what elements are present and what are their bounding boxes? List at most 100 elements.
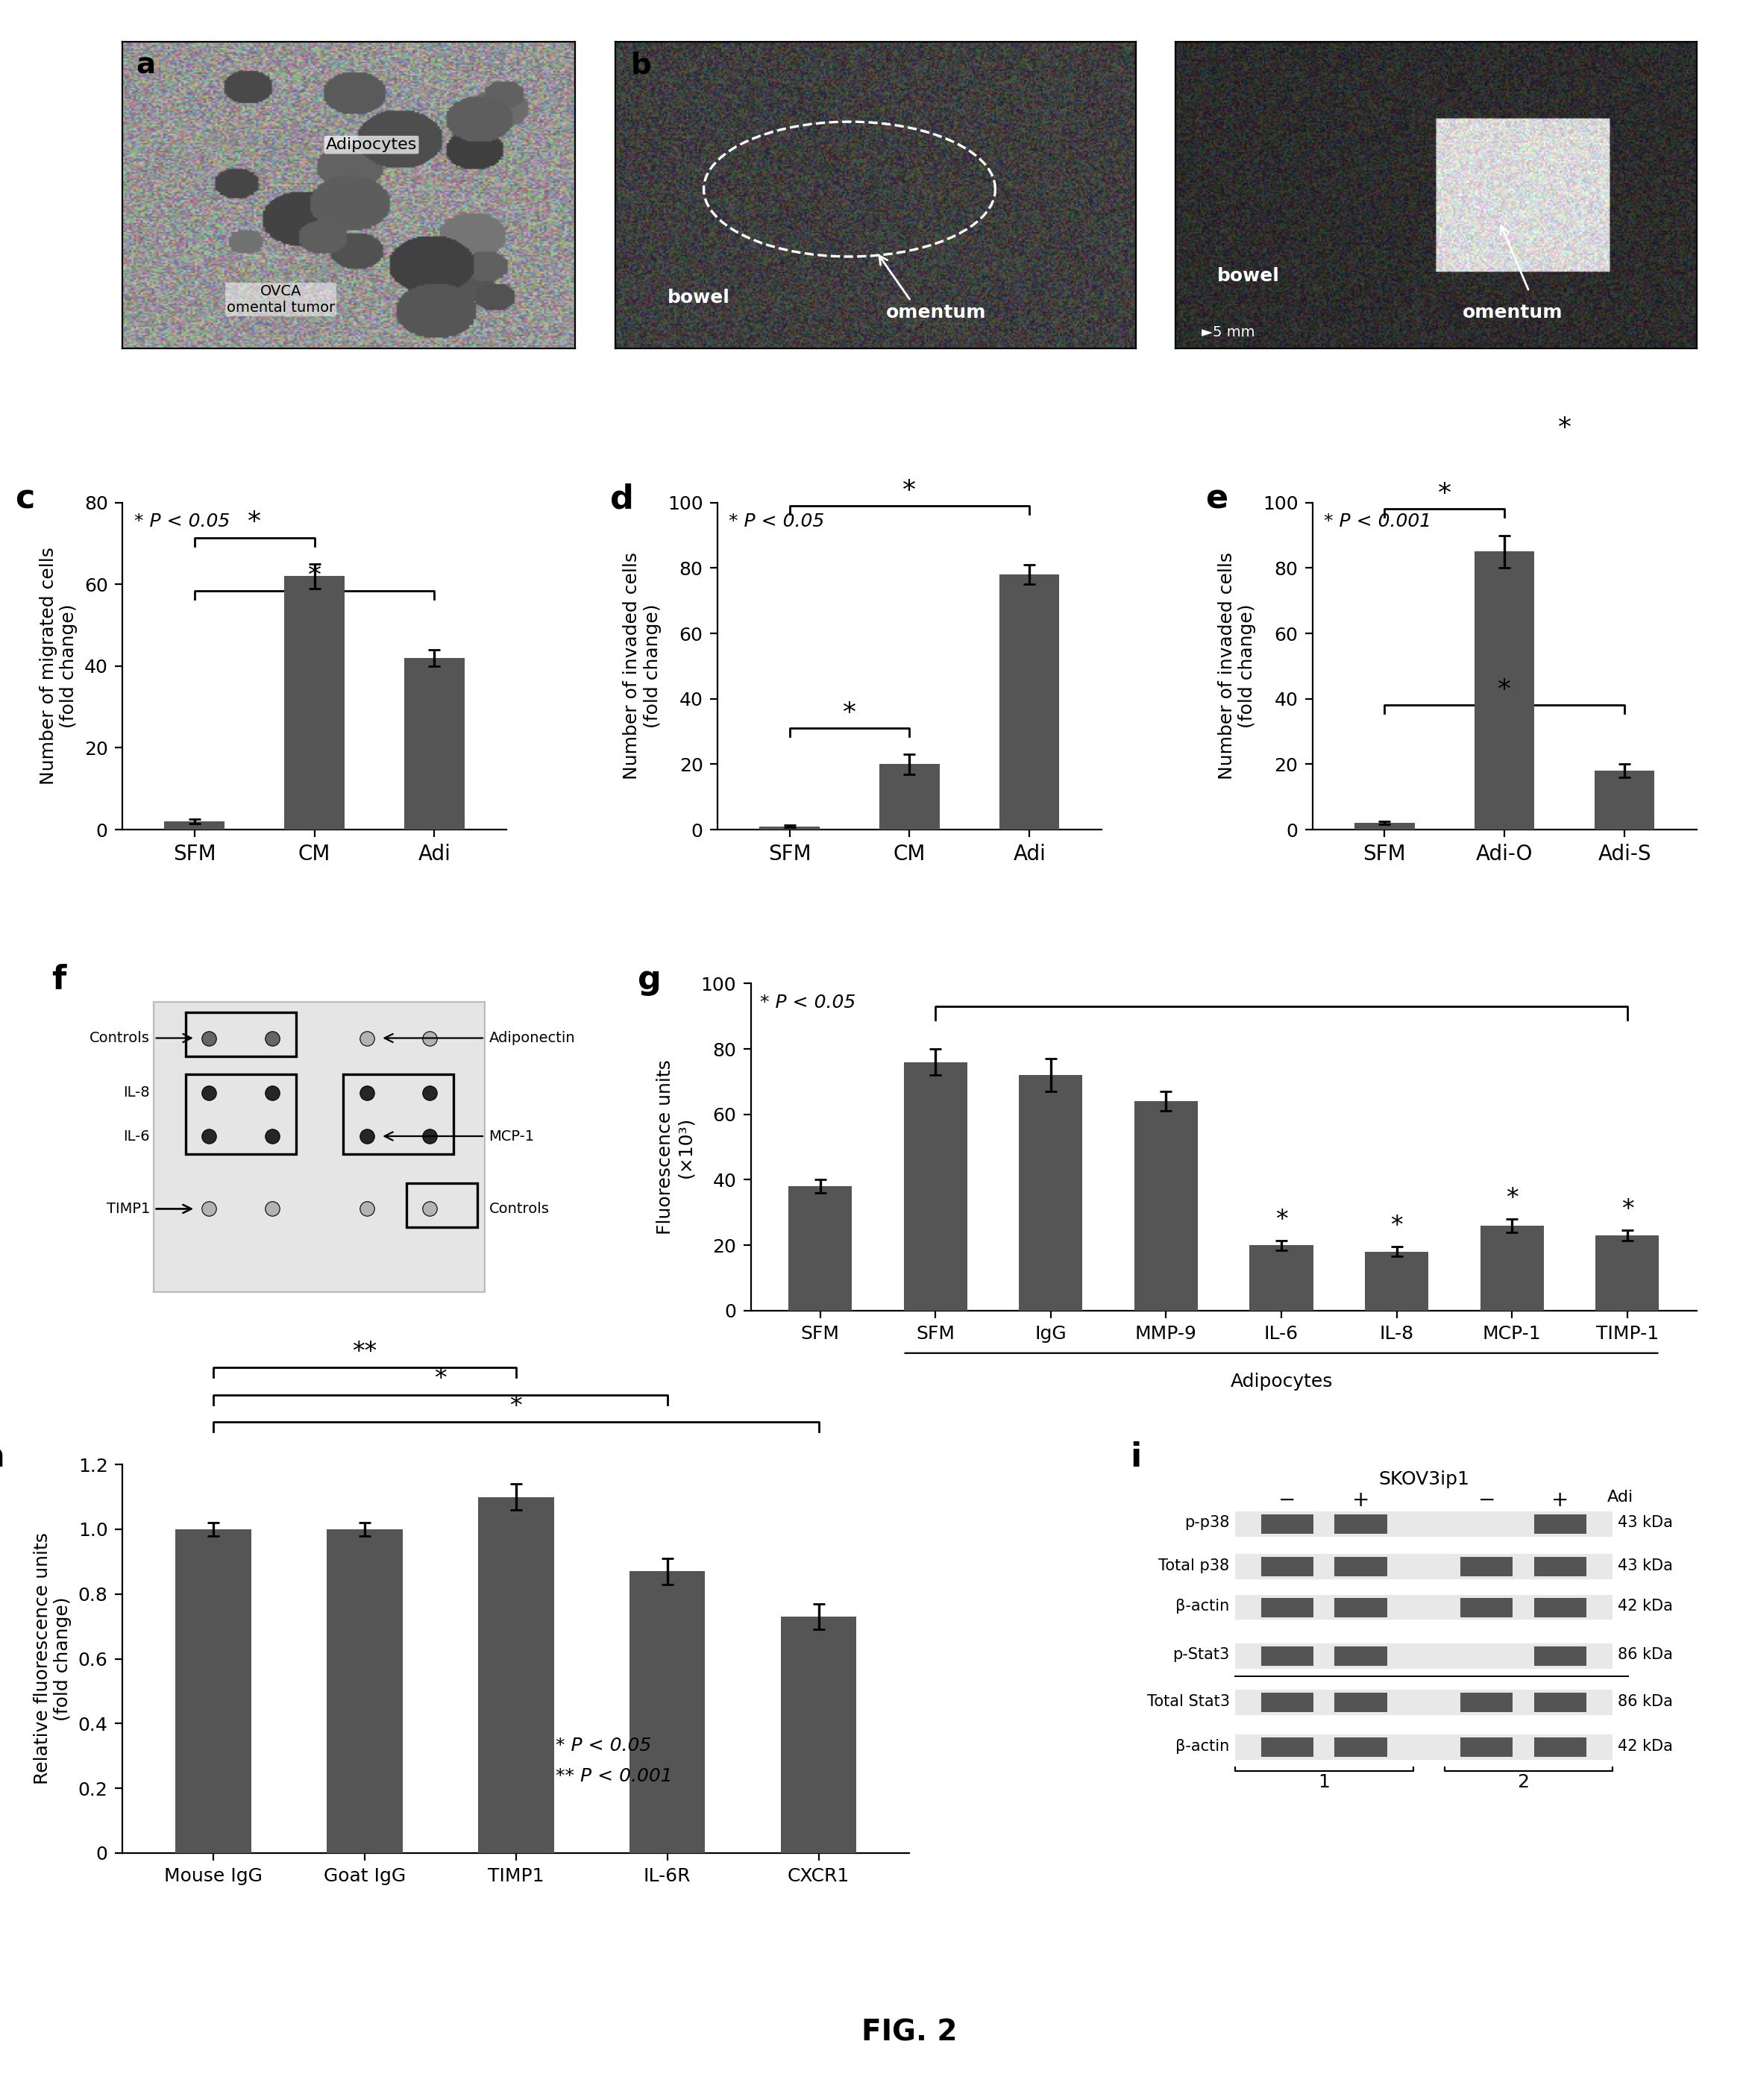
- Text: 86 kDa: 86 kDa: [1618, 1646, 1674, 1663]
- Bar: [1235, 1642, 1613, 1670]
- Text: c: c: [16, 483, 35, 514]
- Bar: [1460, 1556, 1513, 1577]
- Text: i: i: [1130, 1441, 1142, 1474]
- Bar: [404, 657, 465, 830]
- Text: *: *: [1558, 416, 1571, 441]
- Bar: [1235, 1554, 1613, 1579]
- Bar: [285, 575, 345, 830]
- Bar: [1460, 1737, 1513, 1758]
- Bar: [904, 1063, 967, 1310]
- Text: Controls: Controls: [89, 1031, 150, 1046]
- Y-axis label: Fluorescence units
(×10³): Fluorescence units (×10³): [656, 1060, 694, 1235]
- Y-axis label: Number of invaded cells
(fold change): Number of invaded cells (fold change): [623, 552, 661, 779]
- Bar: [1334, 1514, 1387, 1533]
- Text: h: h: [0, 1441, 5, 1474]
- Bar: [343, 1075, 453, 1155]
- Bar: [1595, 771, 1655, 830]
- Bar: [759, 825, 820, 830]
- Text: * P < 0.05: * P < 0.05: [135, 512, 229, 531]
- Text: omentum: omentum: [1462, 304, 1562, 321]
- Bar: [1364, 1252, 1429, 1310]
- Text: 43 kDa: 43 kDa: [1618, 1516, 1674, 1531]
- Text: *: *: [509, 1394, 523, 1420]
- Bar: [477, 1497, 554, 1852]
- Text: * P < 0.05: * P < 0.05: [556, 1737, 651, 1753]
- Text: a: a: [136, 50, 156, 80]
- Bar: [1261, 1514, 1313, 1533]
- Bar: [1334, 1646, 1387, 1665]
- Bar: [175, 1529, 252, 1852]
- Text: 2: 2: [1518, 1772, 1529, 1791]
- Text: *: *: [902, 479, 916, 504]
- Text: b: b: [631, 50, 652, 80]
- Text: SKOV3ip1: SKOV3ip1: [1378, 1470, 1469, 1489]
- Bar: [880, 764, 939, 830]
- Text: *: *: [1275, 1207, 1287, 1233]
- Text: +: +: [1352, 1489, 1369, 1510]
- Bar: [1261, 1598, 1313, 1617]
- Text: FIG. 2: FIG. 2: [862, 2018, 957, 2047]
- Bar: [1235, 1594, 1613, 1619]
- Text: 86 kDa: 86 kDa: [1618, 1695, 1674, 1709]
- Text: 1: 1: [1319, 1772, 1329, 1791]
- Text: IL-8: IL-8: [124, 1086, 150, 1100]
- Text: *: *: [1506, 1186, 1518, 1212]
- Text: *: *: [1390, 1214, 1403, 1239]
- Bar: [1480, 1226, 1544, 1310]
- Bar: [1534, 1737, 1586, 1758]
- Bar: [406, 1184, 477, 1226]
- Text: Adi: Adi: [1607, 1489, 1634, 1506]
- Text: *: *: [1438, 481, 1452, 506]
- Text: *: *: [1621, 1197, 1634, 1222]
- Bar: [164, 821, 224, 829]
- Y-axis label: Number of migrated cells
(fold change): Number of migrated cells (fold change): [38, 548, 79, 785]
- Bar: [1534, 1556, 1586, 1577]
- Text: *: *: [248, 510, 261, 536]
- Text: d: d: [610, 483, 633, 514]
- Bar: [1334, 1598, 1387, 1617]
- Text: OVCA
omental tumor: OVCA omental tumor: [227, 284, 336, 315]
- Bar: [1534, 1646, 1586, 1665]
- Text: *: *: [308, 563, 322, 588]
- Text: e: e: [1205, 483, 1228, 514]
- Bar: [1249, 1245, 1313, 1310]
- Bar: [185, 1075, 296, 1155]
- Text: β-actin: β-actin: [1175, 1598, 1230, 1613]
- Text: Adiponectin: Adiponectin: [490, 1031, 575, 1046]
- Bar: [1135, 1100, 1198, 1310]
- Text: −: −: [1279, 1489, 1296, 1510]
- Text: TIMP1: TIMP1: [107, 1201, 150, 1216]
- Bar: [1334, 1693, 1387, 1711]
- Bar: [1235, 1512, 1613, 1537]
- Text: * P < 0.05: * P < 0.05: [761, 993, 855, 1012]
- Text: Controls: Controls: [490, 1201, 549, 1216]
- Bar: [154, 1002, 484, 1291]
- Text: * P < 0.05: * P < 0.05: [729, 512, 826, 531]
- Bar: [1460, 1598, 1513, 1617]
- Text: +: +: [1551, 1489, 1569, 1510]
- Text: omentum: omentum: [887, 304, 986, 321]
- Text: 43 kDa: 43 kDa: [1618, 1558, 1674, 1573]
- Bar: [1235, 1691, 1613, 1716]
- Text: * P < 0.001: * P < 0.001: [1324, 512, 1432, 531]
- Bar: [630, 1571, 705, 1852]
- Bar: [1595, 1235, 1660, 1310]
- Text: *: *: [1497, 678, 1511, 704]
- Text: *: *: [843, 699, 857, 727]
- Text: IL-6: IL-6: [124, 1130, 150, 1142]
- Bar: [1534, 1598, 1586, 1617]
- Text: **: **: [352, 1340, 378, 1365]
- Text: β-actin: β-actin: [1175, 1739, 1230, 1753]
- Bar: [1460, 1693, 1513, 1711]
- Text: f: f: [51, 964, 66, 995]
- Bar: [1534, 1514, 1586, 1533]
- Bar: [999, 575, 1060, 830]
- Bar: [1235, 1735, 1613, 1760]
- Y-axis label: Relative fluorescence units
(fold change): Relative fluorescence units (fold change…: [33, 1533, 72, 1785]
- Text: Adipocytes: Adipocytes: [325, 136, 416, 153]
- Bar: [789, 1186, 852, 1310]
- Text: bowel: bowel: [666, 288, 729, 307]
- Bar: [1020, 1075, 1083, 1310]
- Text: MCP-1: MCP-1: [490, 1130, 535, 1142]
- Bar: [1261, 1556, 1313, 1577]
